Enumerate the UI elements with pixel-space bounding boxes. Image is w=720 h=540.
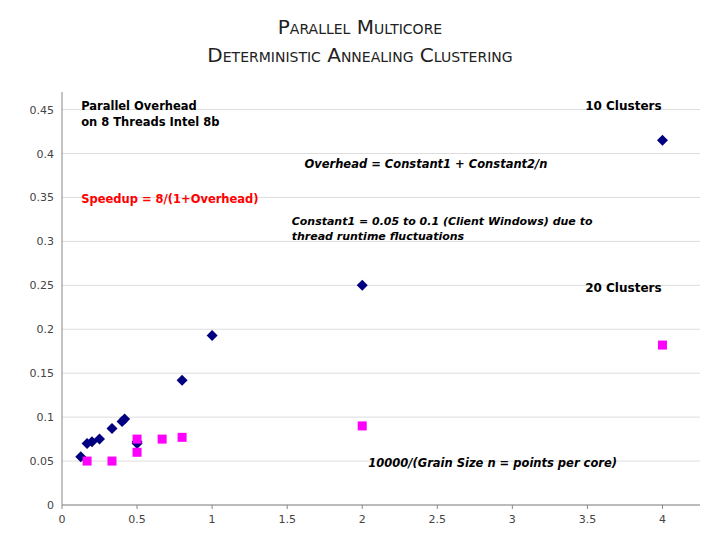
y-tick-label: 0.2 [37, 323, 55, 336]
title: Parallel Multicore [278, 15, 442, 39]
y-tick-label: 0.4 [37, 148, 55, 161]
x-tick [587, 505, 588, 509]
x-tick-label: 0.5 [128, 513, 146, 526]
x-tick-label: 3 [509, 513, 516, 526]
y-tick-label: 0.05 [30, 455, 55, 468]
x-tick [362, 505, 363, 509]
x-tick [512, 505, 513, 509]
diamond-point [119, 413, 130, 424]
x-tick [287, 505, 288, 509]
diamond-point [207, 330, 218, 341]
x-tick-label: 2 [359, 513, 366, 526]
square-point [107, 457, 116, 466]
points [75, 135, 668, 466]
y-tick-label: 0.25 [30, 279, 55, 292]
grid-line [62, 153, 700, 154]
x-tick-label: 3.5 [579, 513, 597, 526]
x-tick-label: 2.5 [429, 513, 447, 526]
grid [62, 110, 700, 505]
diamond-point [94, 434, 105, 445]
grid-line [62, 373, 700, 374]
annotation: 20 Clusters [585, 281, 661, 295]
series [75, 135, 668, 462]
annotation: Constant1 = 0.05 to 0.1 (Client Windows)… [292, 215, 593, 243]
y-tick-label: 0.45 [30, 104, 55, 117]
subtitle: Deterministic Annealing Clustering [207, 43, 512, 67]
grid-line [62, 505, 700, 506]
grid-line [62, 329, 700, 330]
chart: Parallel Multicore Deterministic Annealin… [0, 0, 720, 540]
y-axis-line [62, 92, 63, 505]
x-tick-label: 4 [659, 513, 666, 526]
x-tick [137, 505, 138, 509]
diamond-point [177, 375, 188, 386]
x-axis-line [62, 505, 700, 506]
x-tick-label: 0 [59, 513, 66, 526]
square-point [658, 341, 667, 350]
x-tick [212, 505, 213, 509]
grid-line [62, 417, 700, 418]
x-tick [437, 505, 438, 509]
y-tick-label: 0 [47, 499, 54, 512]
diamond-point [657, 135, 668, 146]
series [83, 341, 667, 466]
x-tick-label: 1.5 [278, 513, 296, 526]
annotation: 10000/(Grain Size n = points per core) [368, 456, 617, 470]
square-point [178, 433, 187, 442]
annotation: Overhead = Constant1 + Constant2/n [304, 157, 547, 171]
square-point [83, 457, 92, 466]
square-point [158, 435, 167, 444]
diamond-point [106, 423, 117, 434]
square-point [133, 448, 142, 457]
square-point [358, 421, 367, 430]
y-tick-label: 0.15 [30, 367, 55, 380]
x-tick-label: 1 [209, 513, 216, 526]
x-tick [62, 505, 63, 509]
square-point [133, 435, 142, 444]
y-tick-label: 0.3 [37, 235, 55, 248]
annotation: Parallel Overheadon 8 Threads Intel 8b [81, 99, 219, 129]
annotation: 10 Clusters [585, 99, 661, 113]
annotation: Speedup = 8/(1+Overhead) [81, 192, 258, 206]
x-tick [662, 505, 663, 509]
y-tick-label: 0.35 [30, 191, 55, 204]
y-tick-label: 0.1 [37, 411, 55, 424]
diamond-point [357, 280, 368, 291]
